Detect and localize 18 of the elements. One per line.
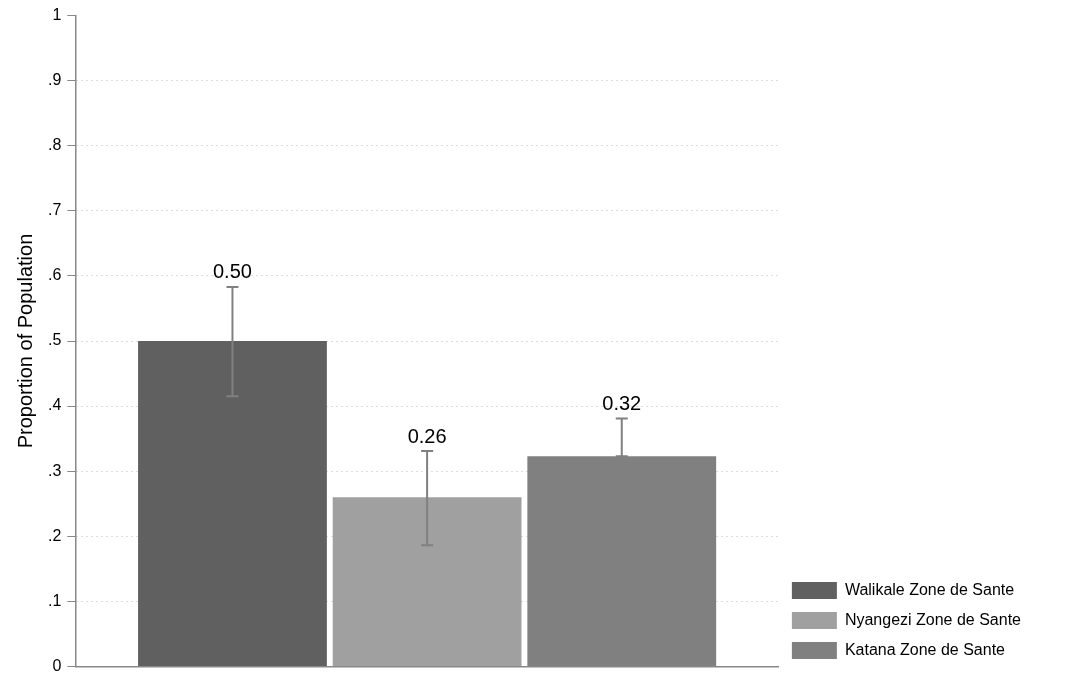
y-tick-label: 0: [52, 656, 62, 674]
y-tick-label: .7: [48, 201, 62, 219]
legend-label: Nyangezi Zone de Sante: [844, 610, 1022, 628]
y-tick-label: .9: [48, 71, 62, 89]
y-axis-title: Proportion of Population: [13, 233, 36, 449]
data-label: 0.32: [602, 391, 642, 414]
legend-label: Walikale Zone de Sante: [844, 580, 1015, 598]
y-tick-label: 1: [52, 6, 62, 24]
data-label: 0.50: [213, 260, 252, 283]
y-tick-label: .2: [48, 526, 62, 544]
y-tick-label: .5: [48, 331, 62, 349]
y-tick-label: .8: [48, 136, 62, 154]
legend-label: Katana Zone de Sante: [844, 640, 1006, 658]
y-tick-label: .3: [48, 461, 62, 479]
y-tick-label: .4: [48, 396, 62, 414]
y-tick-label: .1: [48, 591, 62, 609]
y-tick-label: .6: [48, 266, 62, 284]
data-label: 0.26: [407, 424, 447, 447]
